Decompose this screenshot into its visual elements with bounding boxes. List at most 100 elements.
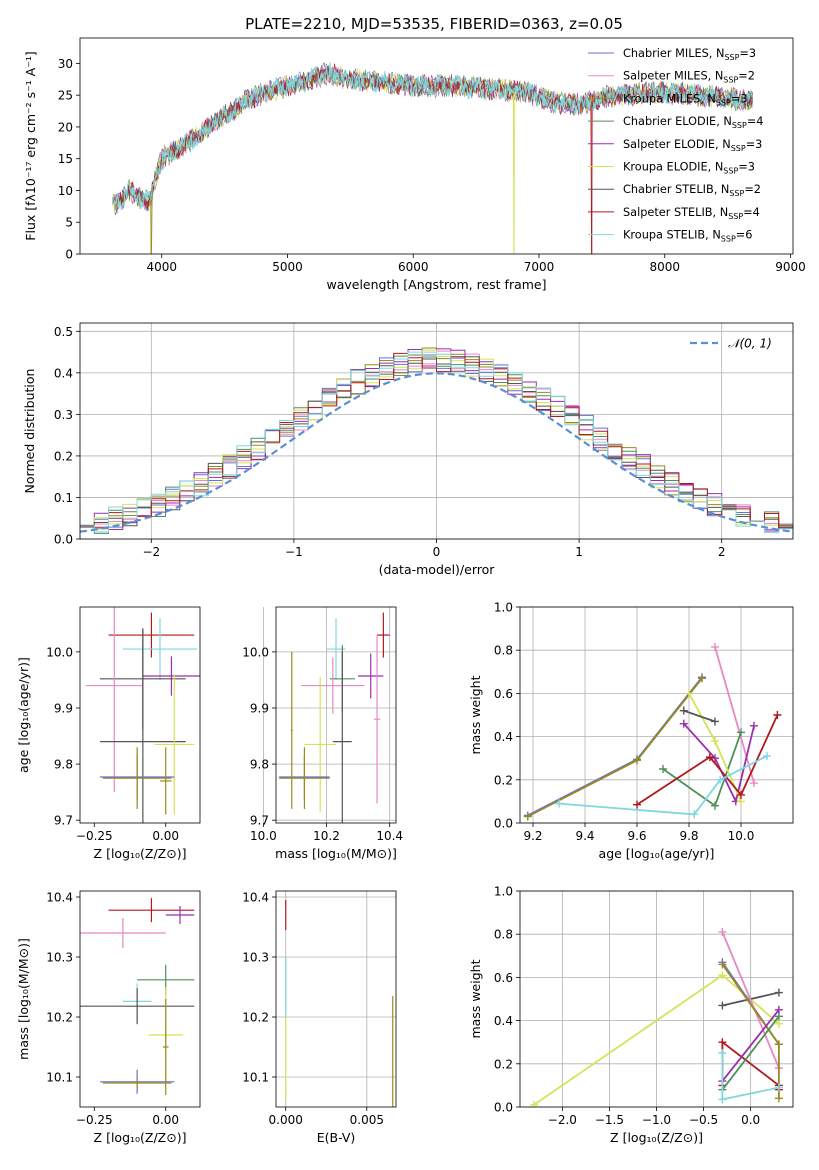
legend-entry-sub: SSP xyxy=(723,167,738,176)
errorbar-point xyxy=(358,653,384,699)
x-tick-label: 0.0 xyxy=(741,1113,760,1127)
axes-frame xyxy=(275,606,397,824)
weight-series-line xyxy=(636,714,779,806)
weight-series-line xyxy=(683,709,716,723)
weight-series xyxy=(659,728,745,810)
plot-area xyxy=(523,642,782,821)
legend-entry-value: =3 xyxy=(738,161,755,174)
y-axis-label: age [log₁₀(age/yr)] xyxy=(16,657,31,773)
x-tick-label: 0 xyxy=(433,545,441,559)
legend-entry-sub: SSP xyxy=(716,98,731,107)
y-tick-label: 0 xyxy=(65,248,73,262)
weight-series xyxy=(685,689,745,806)
errorbar-point xyxy=(108,898,195,923)
y-tick-label: 0.2 xyxy=(494,773,513,787)
errorbar-point xyxy=(102,1077,172,1089)
x-tick-label: −1.5 xyxy=(595,1113,624,1127)
x-tick-label: 10.4 xyxy=(376,829,403,843)
x-tick-label: 9.8 xyxy=(679,829,698,843)
legend-entry: Chabrier STELIB, NSSP=2 xyxy=(623,183,761,198)
spectrum-model-line xyxy=(112,65,753,212)
axes: 9.2 9.4 9.6 9.8 10.0 0.0 0.2 0.4 0.6 0.8 1.0 age [l… xyxy=(468,601,794,861)
x-tick-label: 10.0 xyxy=(250,829,277,843)
y-tick-label: 10.0 xyxy=(46,645,73,659)
y-tick-label: 10.2 xyxy=(242,1011,269,1025)
x-tick-label: 9.6 xyxy=(627,829,646,843)
y-tick-label: 0.8 xyxy=(494,644,513,658)
x-tick-label: 0.00 xyxy=(152,829,179,843)
y-tick-label: 10.4 xyxy=(242,891,269,905)
errorbar-point xyxy=(301,657,365,714)
x-axis-label: E(B-V) xyxy=(317,1130,356,1145)
y-tick-label: 0.3 xyxy=(54,408,73,422)
x-tick-label: 4000 xyxy=(146,260,177,274)
legend-entry-sub: SSP xyxy=(723,76,738,85)
weight-marker xyxy=(679,719,688,728)
axes-frame xyxy=(79,322,794,540)
x-tick-label: 10.2 xyxy=(313,829,340,843)
age-vs-mass-panel: 10.0 10.2 10.4 9.7 9.8 9.9 10.0 mass [log₁₀(M/M… xyxy=(242,606,403,861)
y-tick-label: 10.1 xyxy=(242,1071,269,1085)
weight-series xyxy=(523,674,706,821)
weight-series-line xyxy=(721,1015,780,1091)
y-tick-label: 9.9 xyxy=(250,701,269,715)
y-tick-label: 10.4 xyxy=(46,891,73,905)
legend-entry-name: Chabrier ELODIE, N xyxy=(623,115,732,128)
weight-marker xyxy=(523,812,532,821)
y-tick-label: 10 xyxy=(58,184,73,198)
weight-marker xyxy=(774,1019,783,1028)
legend-entry: Kroupa STELIB, NSSP=6 xyxy=(623,229,752,244)
residual-histogram-panel: −2 −1 0 1 2 0.0 0.1 0.2 0.3 0.4 0.5 (data-model)/er… xyxy=(22,322,794,577)
x-tick-label: 9.4 xyxy=(575,829,594,843)
y-tick-label: 10.2 xyxy=(46,1011,73,1025)
y-tick-label: 20 xyxy=(58,120,73,134)
x-tick-label: 0.000 xyxy=(269,1113,303,1127)
legend-entry-name: Salpeter MILES, N xyxy=(623,70,723,83)
legend-entry-sub: SSP xyxy=(729,189,744,198)
axes: 10.0 10.2 10.4 9.7 9.8 9.9 10.0 mass [log₁₀(M/M… xyxy=(242,606,403,861)
weight-marker xyxy=(633,800,641,809)
axes: 0.000 0.005 10.1 10.2 10.3 10.4 E(B-V) xyxy=(242,891,397,1145)
weight-marker xyxy=(690,810,699,819)
mass-vs-metallicity-panel: −0.25 0.00 10.1 10.2 10.3 10.4 Z [log₁₀(Z/Z⊙)]… xyxy=(16,891,201,1145)
y-tick-label: 0.0 xyxy=(54,533,73,547)
weight-marker xyxy=(633,756,641,765)
legend-entry-sub: SSP xyxy=(731,144,746,153)
legend-entry-sub: SSP xyxy=(721,235,736,244)
errorbar-point xyxy=(142,656,200,696)
plot-area xyxy=(112,61,753,254)
weight-marker xyxy=(737,728,745,737)
weight-series xyxy=(718,960,783,1103)
legend-entry-value: =4 xyxy=(747,115,764,128)
y-tick-label: 10.1 xyxy=(46,1071,73,1085)
errorbar-point xyxy=(102,747,172,809)
weight-series xyxy=(679,706,719,726)
y-tick-label: 9.7 xyxy=(250,814,269,828)
y-tick-label: 0.4 xyxy=(494,1014,513,1028)
weight-series xyxy=(718,1049,783,1104)
y-tick-label: 9.7 xyxy=(54,814,73,828)
y-tick-label: 0.4 xyxy=(494,730,513,744)
histogram-model-steps xyxy=(80,351,793,539)
y-tick-label: 5 xyxy=(65,216,73,230)
errorbar-point xyxy=(154,674,195,815)
weight-marker xyxy=(685,689,693,698)
axes-frame xyxy=(79,606,201,824)
y-axis-label: mass weight xyxy=(468,675,483,754)
errorbar-point xyxy=(100,629,186,823)
plot-area xyxy=(80,347,793,539)
grid-lines xyxy=(276,891,396,1107)
weight-marker xyxy=(750,779,758,788)
y-tick-label: 25 xyxy=(58,89,73,103)
errorbar-point xyxy=(108,612,195,658)
legend-entry-value: =2 xyxy=(738,70,755,83)
weight-vs-metallicity-panel: −2.0 −1.5 −1.0 −0.5 0.0 0.0 0.2 0.4 0.6 0.8 1.0 Z [… xyxy=(468,885,794,1145)
legend-entry: Kroupa MILES, NSSP=3 xyxy=(623,92,748,107)
y-tick-label: 10.3 xyxy=(242,951,269,965)
weight-marker xyxy=(705,753,714,762)
y-tick-label: 0.0 xyxy=(494,1101,513,1115)
weight-marker xyxy=(718,1001,727,1010)
legend-entry-value: =3 xyxy=(746,138,763,151)
axes-frame xyxy=(519,606,794,824)
